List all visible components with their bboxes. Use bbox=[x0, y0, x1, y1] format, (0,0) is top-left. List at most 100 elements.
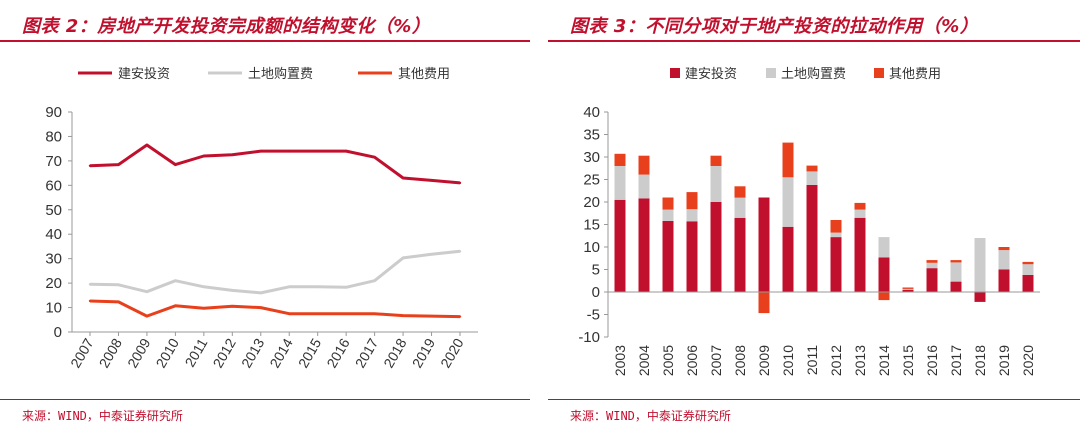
data-point bbox=[259, 149, 262, 153]
y-tick-label: 60 bbox=[45, 177, 62, 194]
x-tick-label: 2010 bbox=[780, 345, 796, 376]
x-tick-label: 2007 bbox=[708, 345, 724, 376]
y-tick-label: 50 bbox=[45, 202, 62, 219]
data-point bbox=[373, 279, 376, 282]
x-tick-label: 2014 bbox=[876, 345, 892, 376]
bar-segment-2 bbox=[758, 292, 770, 314]
data-point bbox=[145, 314, 149, 318]
data-point bbox=[202, 154, 206, 158]
x-tick-label: 2012 bbox=[828, 345, 844, 376]
bar-segment-1 bbox=[998, 250, 1010, 270]
bar-segment-0 bbox=[1022, 274, 1034, 292]
data-point bbox=[117, 283, 120, 287]
left-source-rule bbox=[0, 399, 530, 400]
y-tick-label: 30 bbox=[45, 251, 62, 268]
x-tick-label: 2015 bbox=[295, 335, 325, 370]
legend-swatch-0 bbox=[670, 68, 680, 78]
bar-segment-1 bbox=[974, 238, 986, 292]
data-point bbox=[174, 304, 177, 308]
legend-label-2: 其他费用 bbox=[889, 66, 941, 81]
left-title-rule bbox=[0, 40, 530, 42]
y-tick-label: -5 bbox=[587, 307, 600, 324]
bar-segment-1 bbox=[902, 288, 914, 290]
x-tick-label: 2015 bbox=[900, 345, 916, 376]
series-line-1 bbox=[89, 249, 461, 295]
bar-segment-2 bbox=[686, 192, 698, 210]
x-tick-label: 2012 bbox=[209, 335, 239, 370]
bar-segment-1 bbox=[686, 209, 698, 222]
legend-swatch-1 bbox=[766, 68, 776, 78]
bar-segment-0 bbox=[926, 268, 938, 292]
data-point bbox=[430, 179, 433, 182]
data-point bbox=[117, 163, 120, 166]
data-point bbox=[202, 307, 206, 310]
x-tick-label: 2011 bbox=[182, 335, 211, 369]
bar-segment-0 bbox=[782, 226, 794, 293]
y-tick-label: 40 bbox=[45, 226, 62, 243]
stacked-bar-chart: 建安投资 土地购置费 其他费用 -10 -5 0 5 10 15 20 25 30 35 40 2003 20… bbox=[578, 66, 1040, 376]
bar-segment-1 bbox=[950, 262, 962, 282]
bar-segment-0 bbox=[662, 220, 674, 292]
x-tick-label: 2006 bbox=[684, 345, 700, 376]
right-source-note: 来源：WIND，中泰证券研究所 bbox=[570, 409, 731, 423]
y-tick-label: 40 bbox=[583, 104, 600, 121]
y-tick-label: 25 bbox=[583, 172, 600, 189]
x-tick-label: 2020 bbox=[1020, 345, 1036, 376]
y-tick-label: 80 bbox=[45, 128, 62, 145]
x-tick-label: 2004 bbox=[636, 345, 652, 376]
x-tick-label: 2013 bbox=[852, 345, 868, 376]
bar-segment-2 bbox=[734, 186, 746, 198]
data-point bbox=[145, 143, 149, 147]
bar-segment-0 bbox=[854, 217, 866, 293]
bar-segment-2 bbox=[614, 153, 626, 166]
bar-segment-2 bbox=[950, 260, 962, 263]
bar-segment-0 bbox=[878, 257, 890, 292]
y-tick-label: 20 bbox=[45, 275, 62, 292]
x-tick-label: 2018 bbox=[972, 345, 988, 376]
data-point bbox=[117, 300, 120, 304]
bar-segment-1 bbox=[638, 174, 650, 199]
x-tick-label: 2010 bbox=[153, 335, 183, 370]
data-point bbox=[231, 305, 234, 308]
bar-segment-1 bbox=[806, 171, 818, 185]
bar-segment-2 bbox=[830, 220, 842, 233]
y-tick-label: 30 bbox=[583, 149, 600, 166]
legend-label-1: 土地购置费 bbox=[248, 66, 313, 81]
y-tick-label: 70 bbox=[45, 153, 62, 170]
data-point bbox=[430, 253, 433, 256]
bar-segment-1 bbox=[926, 262, 938, 269]
x-tick-label: 2013 bbox=[238, 335, 268, 370]
data-point bbox=[344, 286, 348, 289]
bar-segment-0 bbox=[614, 199, 626, 293]
bar-segment-2 bbox=[878, 292, 890, 301]
y-tick-label: 10 bbox=[45, 300, 62, 317]
data-point bbox=[401, 314, 405, 317]
line-chart: 建安投资 土地购置费 其他费用 0 10 20 30 40 50 60 70 80 90 2007 2008… bbox=[45, 66, 478, 370]
bar-segment-0 bbox=[758, 197, 770, 292]
bar-segment-0 bbox=[734, 217, 746, 293]
bar-segment-2 bbox=[662, 197, 674, 210]
bar-segment-0 bbox=[638, 198, 650, 292]
data-point bbox=[202, 285, 206, 288]
x-tick-label: 2011 bbox=[804, 345, 820, 375]
right-source-rule bbox=[548, 399, 1080, 400]
bar-segment-1 bbox=[878, 237, 890, 258]
data-point bbox=[88, 164, 92, 167]
y-tick-label: 20 bbox=[583, 194, 600, 211]
x-tick-label: 2009 bbox=[124, 335, 154, 370]
data-point bbox=[88, 299, 92, 303]
x-tick-label: 2003 bbox=[612, 345, 628, 376]
y-tick-label: -10 bbox=[578, 329, 600, 346]
data-point bbox=[288, 285, 291, 288]
legend-label-0: 建安投资 bbox=[118, 66, 170, 81]
x-tick-label: 2018 bbox=[380, 335, 410, 370]
series-line-2 bbox=[89, 299, 461, 319]
x-tick-label: 2019 bbox=[409, 335, 439, 370]
data-point bbox=[316, 285, 319, 288]
right-chart-title: 图表 3：不同分项对于地产投资的拉动作用（%） bbox=[570, 16, 979, 37]
bar-segment-2 bbox=[902, 287, 914, 289]
bar-segment-1 bbox=[830, 232, 842, 238]
x-tick-label: 2005 bbox=[660, 345, 676, 376]
data-point bbox=[88, 283, 92, 286]
data-point bbox=[458, 250, 462, 253]
